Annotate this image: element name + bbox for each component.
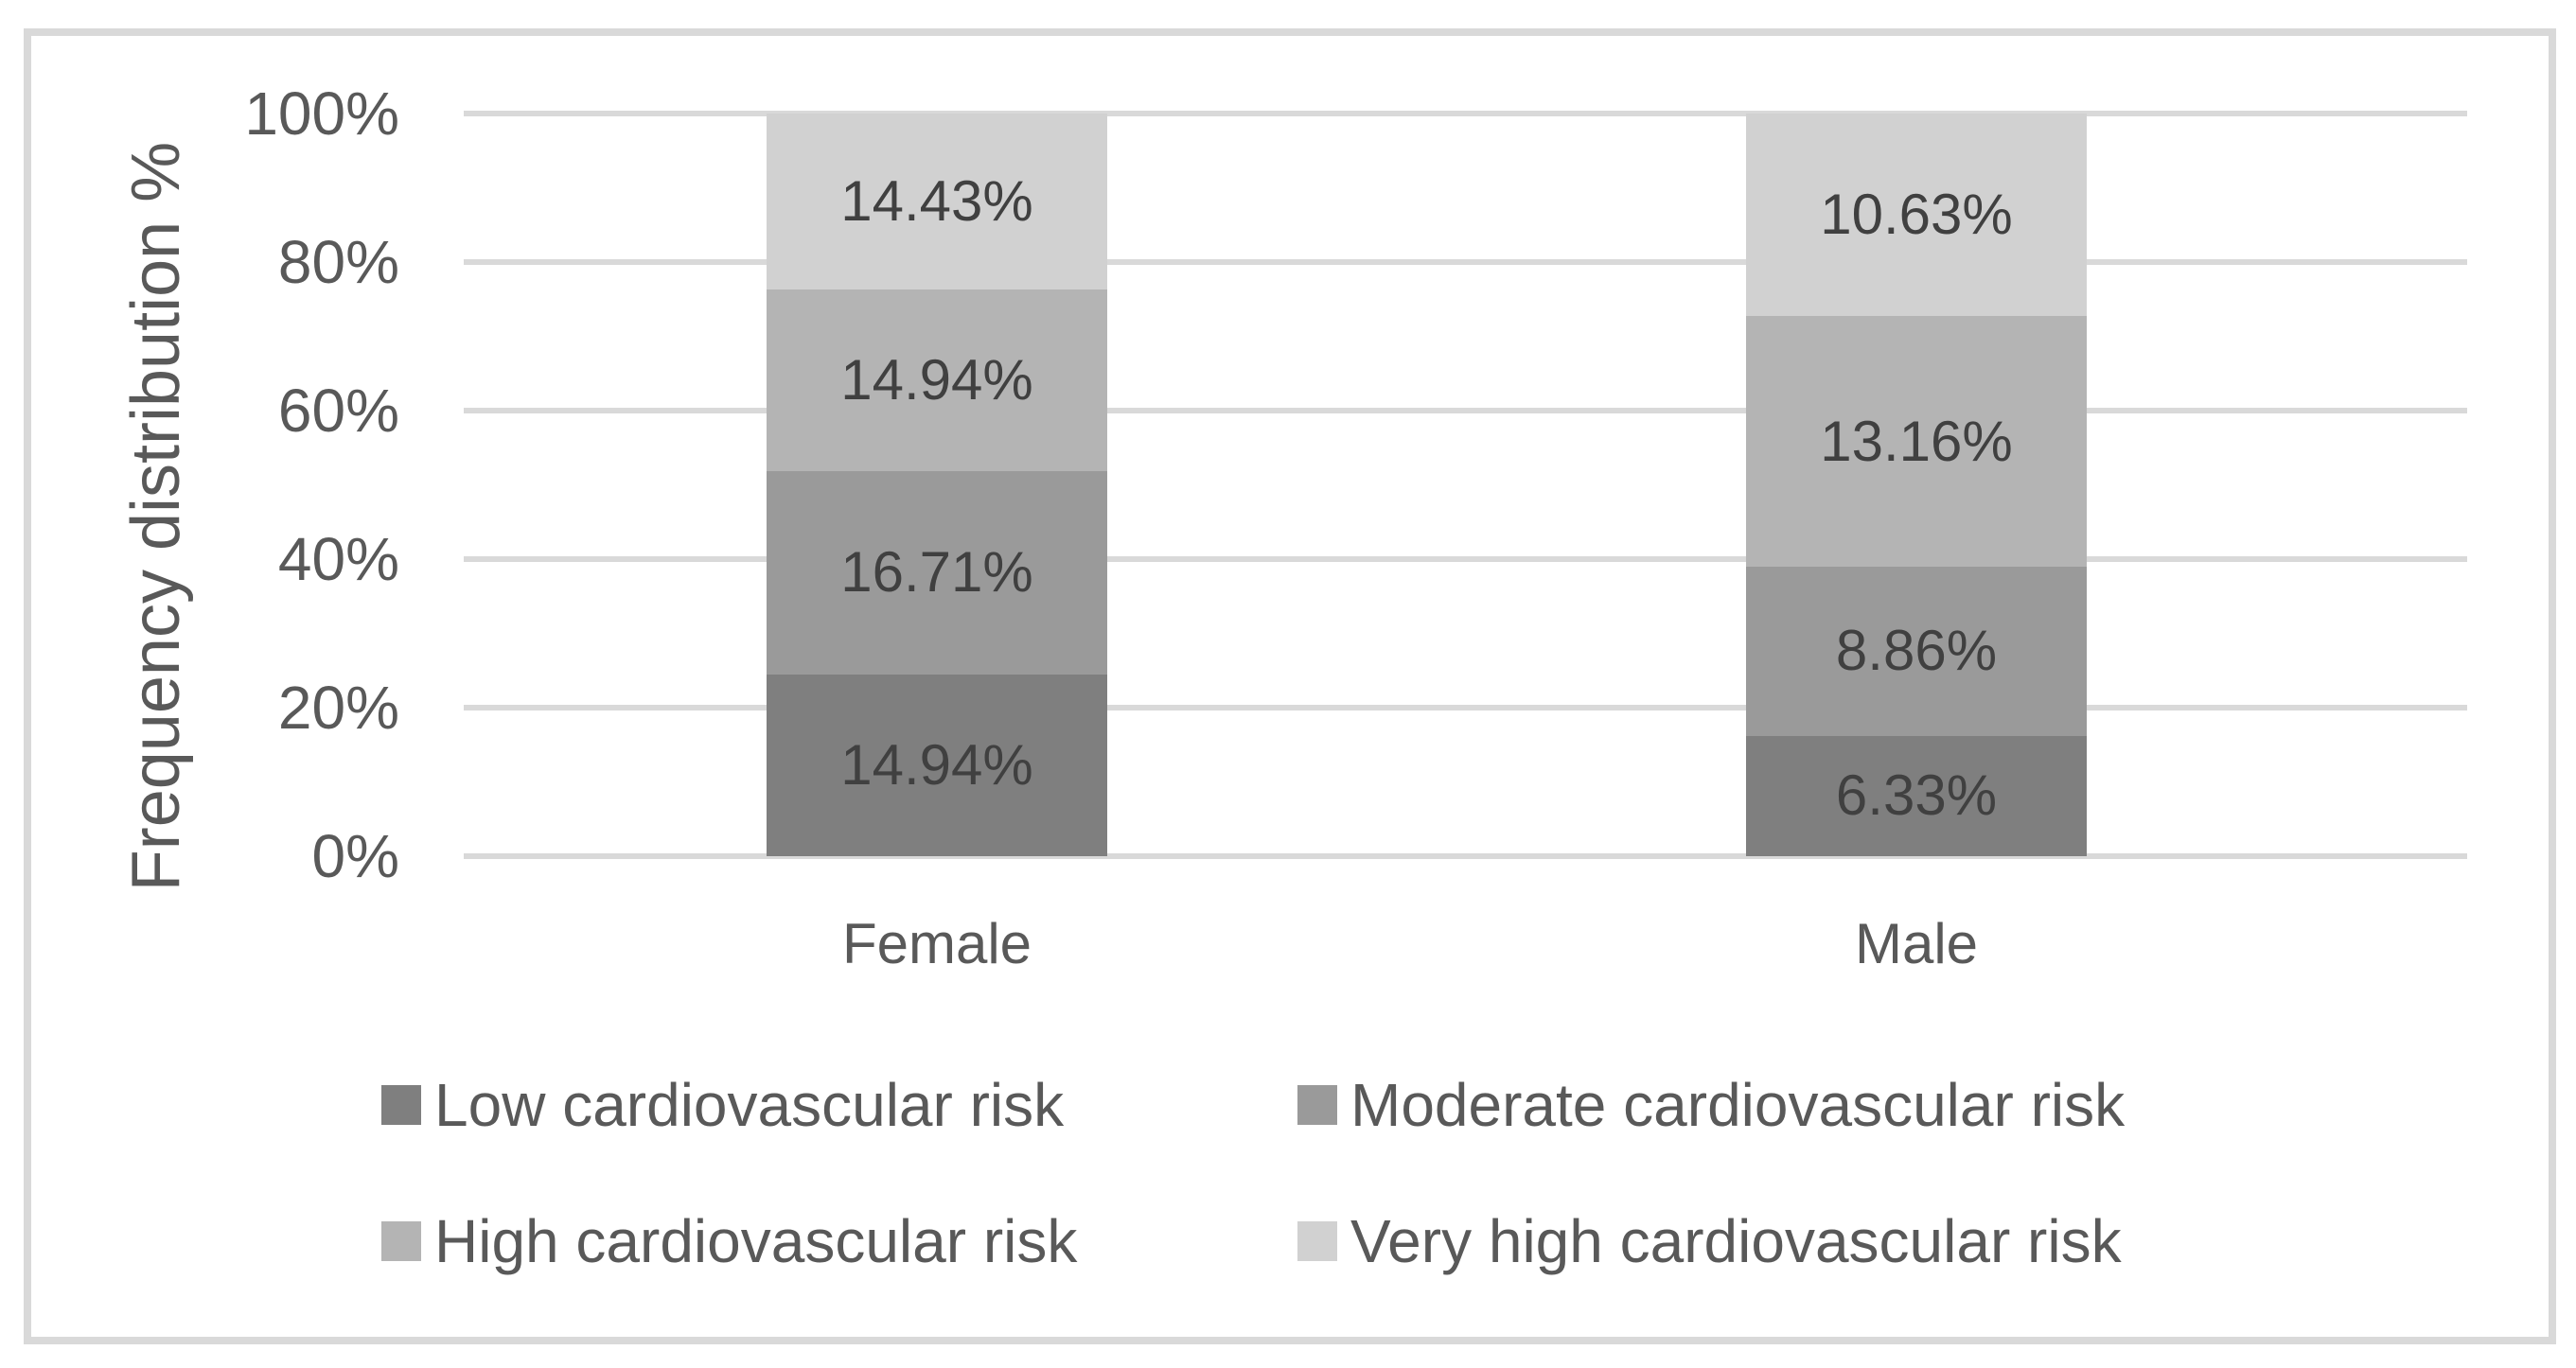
legend-item: Low cardiovascular risk [381, 1075, 1297, 1135]
bar-segment-male: 6.33% [1746, 735, 2087, 856]
legend-label: Very high cardiovascular risk [1350, 1207, 2122, 1275]
y-axis-title: Frequency distribution % [118, 141, 194, 892]
data-label: 14.94% [840, 732, 1033, 797]
bar-segment-female: 14.43% [767, 114, 1107, 289]
gridline-100% [464, 111, 2467, 116]
gridline-0% [464, 853, 2467, 859]
bar-segment-male: 13.16% [1746, 316, 2087, 568]
legend-item: Moderate cardiovascular risk [1297, 1075, 2125, 1135]
bar-segment-male: 10.63% [1746, 114, 2087, 317]
legend-swatch-icon [1297, 1221, 1337, 1261]
bar-segment-female: 14.94% [767, 674, 1107, 856]
data-label: 10.63% [1820, 183, 2013, 247]
legend-swatch-icon [381, 1085, 421, 1125]
data-label: 16.71% [840, 540, 1033, 605]
legend-label: Moderate cardiovascular risk [1350, 1071, 2126, 1139]
legend-item: High cardiovascular risk [381, 1211, 1297, 1272]
y-tick-label-60%: 60% [277, 377, 399, 445]
data-label: 14.94% [840, 347, 1033, 412]
chart-frame [24, 28, 2556, 1344]
legend-label: High cardiovascular risk [434, 1207, 1078, 1275]
data-label: 6.33% [1835, 763, 1998, 828]
gridline-40% [464, 556, 2467, 562]
data-label: 13.16% [1820, 409, 2013, 473]
gridline-20% [464, 705, 2467, 710]
y-tick-label-100%: 100% [244, 79, 399, 148]
data-label: 8.86% [1835, 619, 1998, 683]
legend-item: Very high cardiovascular risk [1297, 1211, 2125, 1272]
bar-segment-female: 14.94% [767, 289, 1107, 471]
legend-swatch-icon [1297, 1085, 1337, 1125]
y-tick-label-40%: 40% [277, 525, 399, 593]
x-category-label-female: Female [841, 912, 1032, 975]
legend-label: Low cardiovascular risk [434, 1071, 1065, 1139]
bar-column-female: 14.94% 16.71% 14.94% 14.43% [767, 114, 1107, 856]
gridline-60% [464, 408, 2467, 413]
y-tick-label-80%: 80% [277, 228, 399, 296]
data-label: 14.43% [840, 168, 1033, 233]
x-category-label-male: Male [1854, 912, 1979, 975]
gridline-80% [464, 259, 2467, 265]
y-tick-label-20%: 20% [277, 674, 399, 742]
bar-segment-female: 16.71% [767, 470, 1107, 675]
bar-segment-male: 8.86% [1746, 567, 2087, 736]
legend: Low cardiovascular risk Moderate cardiova… [381, 1075, 2125, 1272]
y-tick-label-0%: 0% [311, 822, 400, 890]
legend-swatch-icon [381, 1221, 421, 1261]
bar-column-male: 6.33% 8.86% 13.16% 10.63% [1746, 114, 2087, 856]
